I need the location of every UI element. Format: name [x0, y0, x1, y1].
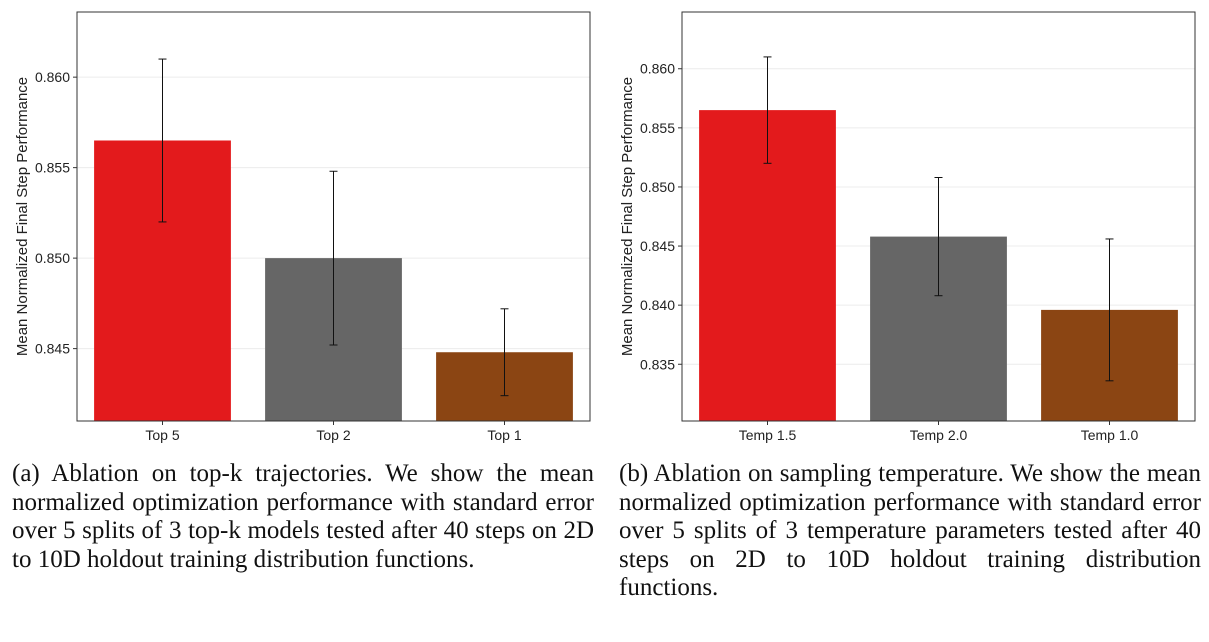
error-bar	[934, 176, 943, 297]
x-tick-label: Temp 1.0	[1081, 427, 1139, 443]
y-tick-label: 0.845	[640, 238, 675, 254]
y-tick-label: 0.850	[640, 179, 675, 195]
y-tick-label: 0.855	[640, 120, 675, 136]
chart-top-k: Top 5 Top 2 Top 1 0.845 0.850 0.855 0.860Mean …	[14, 11, 591, 443]
y-tick-label: 0.850	[35, 250, 70, 266]
x-tick-label: Top 5	[145, 427, 179, 443]
caption-temperature: (b) Ablation on sampling temperature. We…	[619, 460, 1201, 601]
y-tick-label: 0.845	[35, 341, 70, 357]
y-tick-label: 0.860	[640, 61, 675, 77]
y-tick-label: 0.860	[35, 69, 70, 85]
plot-frame	[681, 11, 1196, 422]
x-tick-label: Top 2	[316, 427, 350, 443]
y-axis-label: Mean Normalized Final Step Performance	[619, 77, 636, 356]
y-axis-label: Mean Normalized Final Step Performance	[14, 77, 31, 356]
y-tick-label: 0.835	[640, 356, 675, 372]
error-bar	[158, 58, 167, 223]
error-bar	[329, 170, 338, 346]
error-bar	[763, 56, 772, 164]
chart-temperature: Temp 1.5 Temp 2.0 Temp 1.0 0.835 0.840 0.845 0…	[619, 11, 1196, 443]
x-tick-label: Temp 2.0	[910, 427, 968, 443]
x-tick-label: Top 1	[487, 427, 521, 443]
plot-frame	[76, 11, 591, 422]
y-tick-label: 0.840	[640, 297, 675, 313]
error-bar	[1105, 238, 1114, 382]
y-tick-label: 0.855	[35, 160, 70, 176]
x-tick-label: Temp 1.5	[739, 427, 797, 443]
error-bar	[500, 308, 509, 397]
caption-top-k: (a) Ablation on top-k trajectories. We s…	[12, 460, 594, 573]
